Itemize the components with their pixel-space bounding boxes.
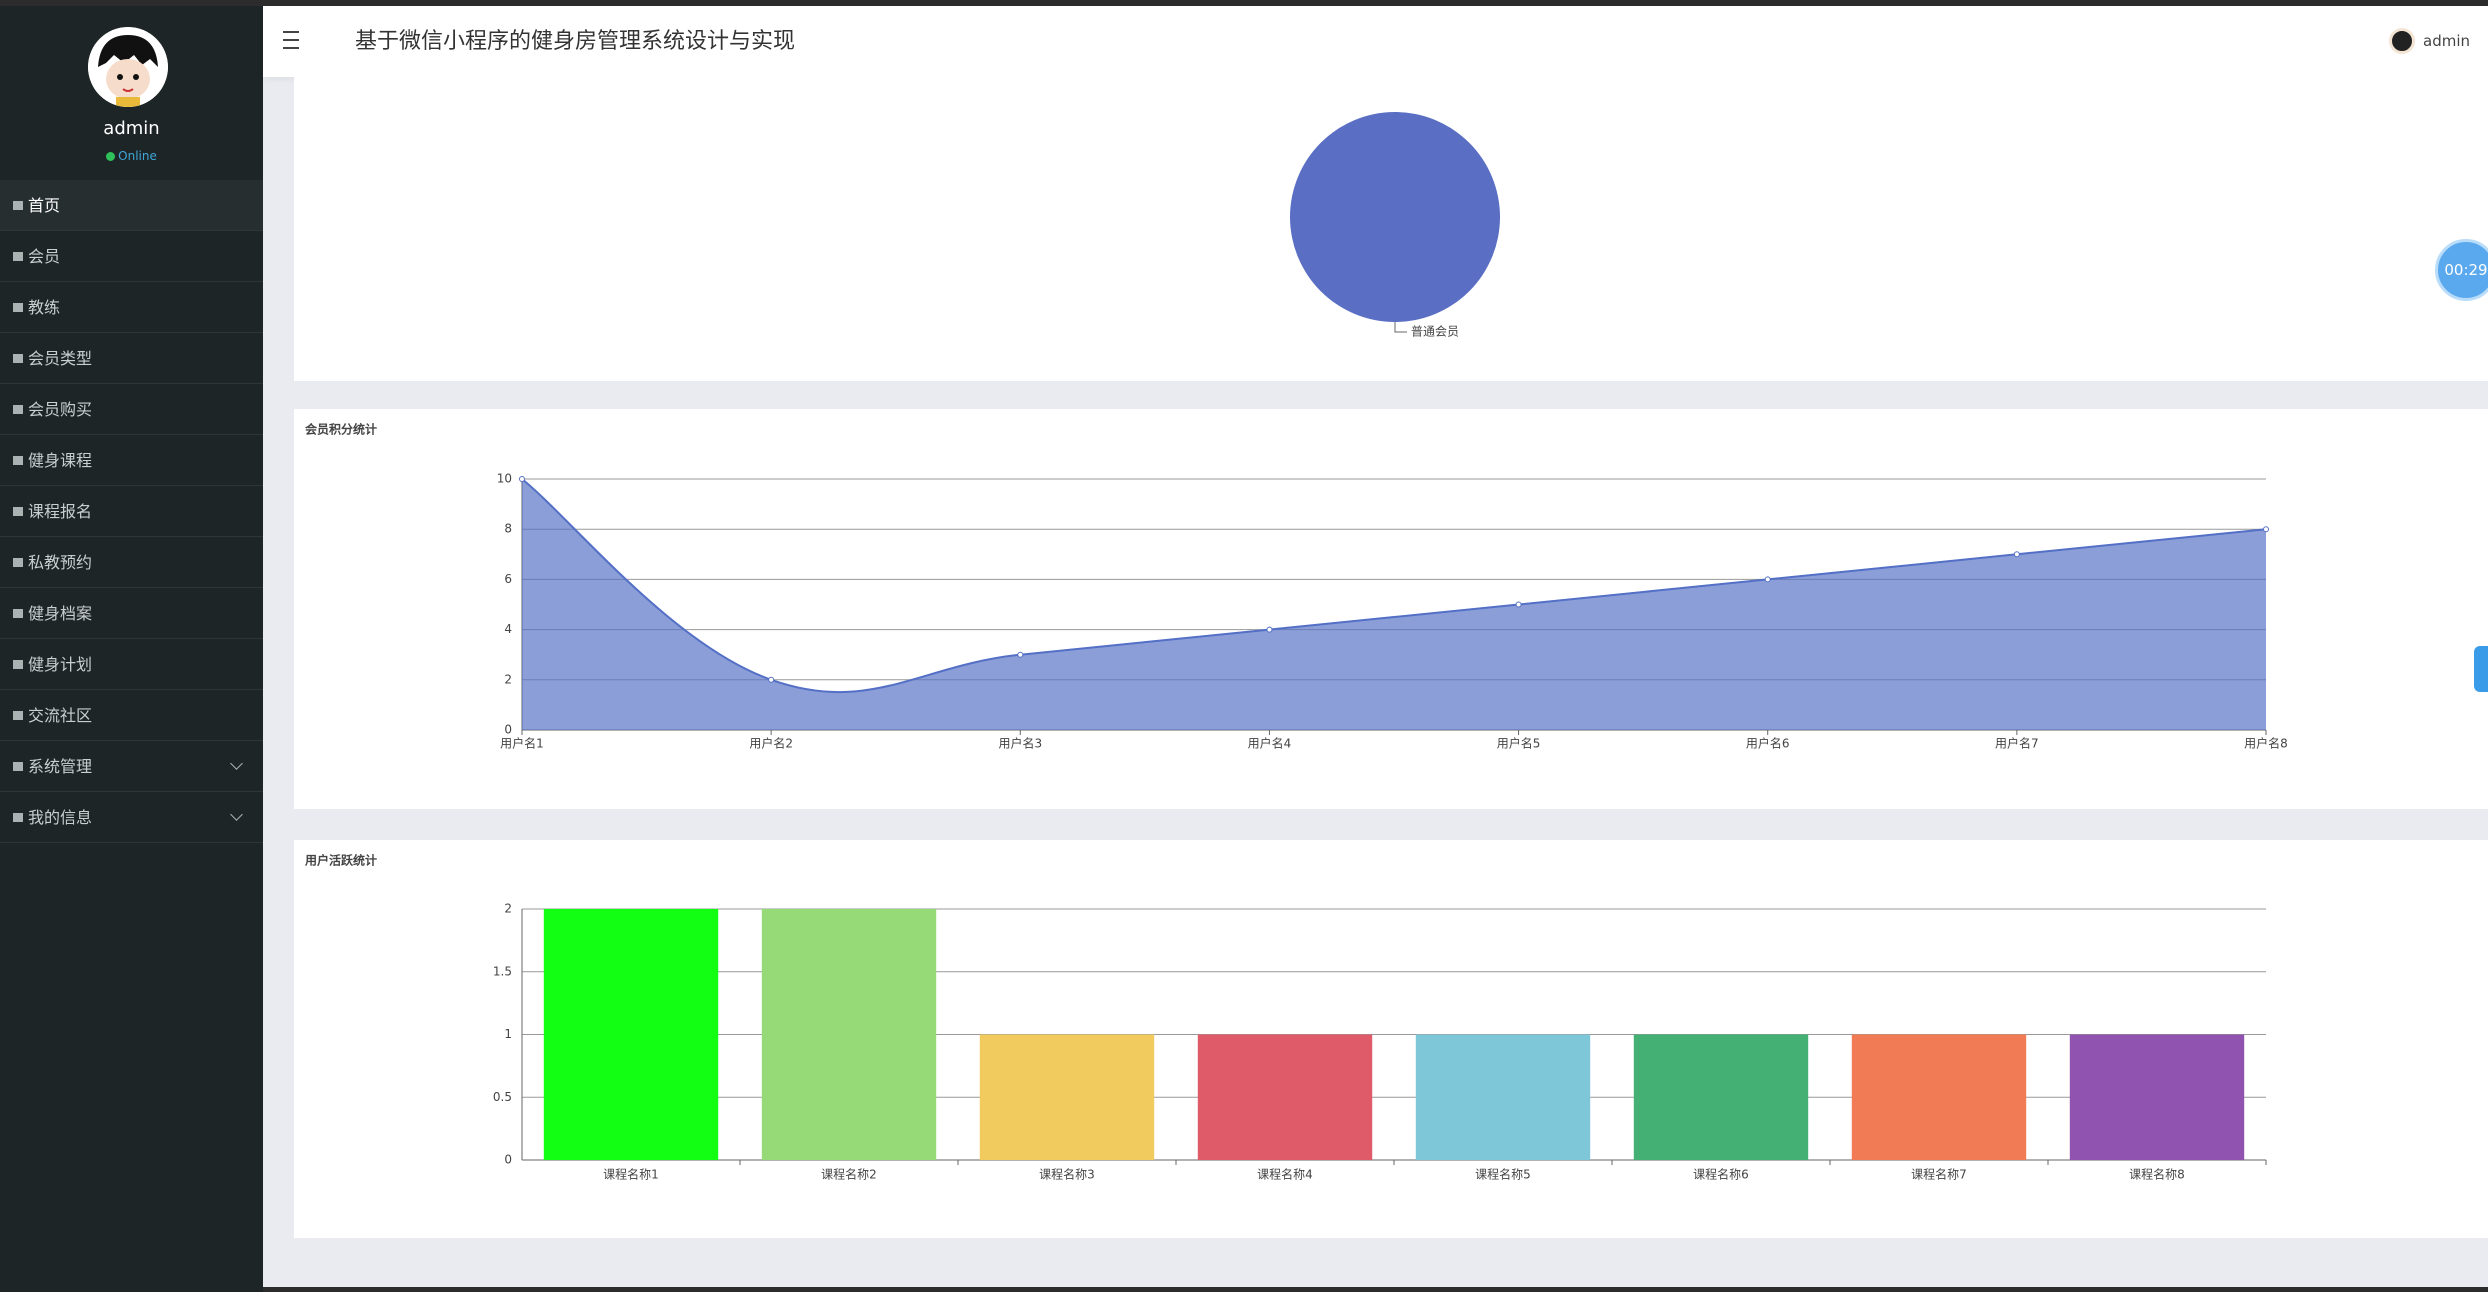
- y-tick-label: 0.5: [493, 1090, 512, 1104]
- x-tick-label: 课程名称5: [1475, 1167, 1531, 1182]
- label-leader: [1394, 322, 1407, 333]
- window-edge: [0, 0, 2488, 6]
- timer-widget[interactable]: 00:29: [2435, 239, 2488, 301]
- slice-label: 普通会员: [1411, 325, 1459, 339]
- bar: [1633, 1034, 1809, 1160]
- point: [1764, 576, 1771, 583]
- y-tick-label: 1.5: [493, 964, 512, 978]
- sidebar: admin Online 首页 会员 教练 会员类型 会员购买 健身课程 课程报名 私教预约健…: [0, 6, 263, 1292]
- menu-item[interactable]: 课程报名: [0, 486, 263, 537]
- point: [519, 476, 525, 482]
- bar: [1851, 1034, 2027, 1160]
- menu-item[interactable]: 交流社区: [0, 690, 263, 741]
- x-tick-label: 课程名称7: [1911, 1167, 1967, 1182]
- chart-title: 用户活跃统计: [304, 853, 377, 868]
- x-tick-label: 用户名7: [1995, 736, 2039, 751]
- x-tick-label: 用户名1: [500, 736, 544, 751]
- header: 基于微信小程序的健身房管理系统设计与实现 admin: [263, 6, 2488, 77]
- x-tick-label: 课程名称4: [1257, 1167, 1313, 1182]
- point: [2263, 526, 2269, 533]
- point: [1017, 651, 1024, 658]
- menu-item[interactable]: 我的信息: [0, 792, 263, 843]
- side-tab[interactable]: [2474, 646, 2488, 692]
- y-tick-label: 2: [504, 672, 512, 686]
- user-status: Online: [0, 149, 263, 163]
- y-tick-label: 4: [504, 622, 512, 636]
- menu-item[interactable]: 会员类型: [0, 333, 263, 384]
- y-tick-label: 1: [504, 1027, 512, 1041]
- point: [1266, 626, 1273, 633]
- user-name: admin: [103, 118, 160, 139]
- menu-toggle[interactable]: [283, 31, 303, 51]
- avatar: [88, 27, 168, 107]
- panel: 用户活跃统计 0 0.5 1 1.5 2 课程名称1 课程名称2 课程名称3 课程名称4 课程名称5…: [294, 840, 2488, 1238]
- menu-item[interactable]: 首页: [0, 180, 263, 231]
- avatar-art: [88, 27, 168, 107]
- y-tick-label: 8: [504, 522, 512, 536]
- panel: 普通会员: [294, 76, 2488, 381]
- bar: [2069, 1034, 2245, 1160]
- x-tick-label: 用户名6: [1746, 736, 1790, 751]
- bar: [1197, 1034, 1373, 1160]
- point: [768, 676, 775, 683]
- x-tick-label: 用户名8: [2244, 736, 2288, 751]
- point: [1515, 601, 1522, 608]
- x-tick-label: 课程名称2: [821, 1167, 877, 1182]
- window-edge: [263, 1287, 2488, 1292]
- x-tick-label: 课程名称8: [2129, 1167, 2185, 1182]
- y-tick-label: 6: [504, 572, 512, 586]
- bar: [979, 1034, 1155, 1160]
- menu-item[interactable]: 会员购买: [0, 384, 263, 435]
- x-tick-label: 用户名3: [998, 736, 1042, 751]
- chart: 用户活跃统计 0 0.5 1 1.5 2 课程名称1 课程名称2 课程名称3 课程名称4 课程名称5…: [304, 853, 2267, 1182]
- bar: [1415, 1034, 1591, 1160]
- bar: [761, 909, 937, 1160]
- x-tick-label: 课程名称1: [603, 1167, 659, 1182]
- chart: 普通会员: [1290, 112, 1500, 339]
- pie-slice: [1290, 112, 1500, 322]
- x-tick-label: 课程名称3: [1039, 1167, 1095, 1182]
- menu-item[interactable]: 教练: [0, 282, 263, 333]
- x-tick-label: 用户名4: [1248, 736, 1292, 751]
- menu-item[interactable]: 系统管理: [0, 741, 263, 792]
- y-tick-label: 2: [504, 902, 512, 916]
- chart-title: 会员积分统计: [305, 422, 377, 437]
- y-tick-label: 0: [504, 1153, 512, 1167]
- y-tick-label: 0: [504, 723, 512, 737]
- menu: 首页 会员 教练 会员类型 会员购买 健身课程 课程报名 私教预约 健身档案 健身计划 交流社区 系统…: [0, 180, 263, 843]
- point: [2013, 551, 2020, 558]
- user-menu[interactable]: admin: [2389, 6, 2470, 77]
- panel: 会员积分统计 0 2 4 6 8 10 用户名1 用户名2 用户名3 用户名4 用户名5 用户名6 用户名…: [294, 409, 2488, 809]
- chart: 会员积分统计 0 2 4 6 8 10 用户名1 用户名2 用户名3 用户名4 用户名5 用户名6 用户名…: [305, 422, 2288, 751]
- x-tick-label: 用户名5: [1497, 736, 1541, 751]
- menu-item[interactable]: 健身课程: [0, 435, 263, 486]
- app-title: 基于微信小程序的健身房管理系统设计与实现: [355, 29, 796, 54]
- menu-item[interactable]: 健身档案: [0, 588, 263, 639]
- bar: [543, 909, 719, 1160]
- y-tick-label: 10: [497, 472, 512, 486]
- x-tick-label: 课程名称6: [1693, 1167, 1749, 1182]
- area: [522, 479, 2266, 730]
- menu-item[interactable]: 私教预约: [0, 537, 263, 588]
- menu-item[interactable]: 健身计划: [0, 639, 263, 690]
- menu-item[interactable]: 会员: [0, 231, 263, 282]
- x-tick-label: 用户名2: [749, 736, 793, 751]
